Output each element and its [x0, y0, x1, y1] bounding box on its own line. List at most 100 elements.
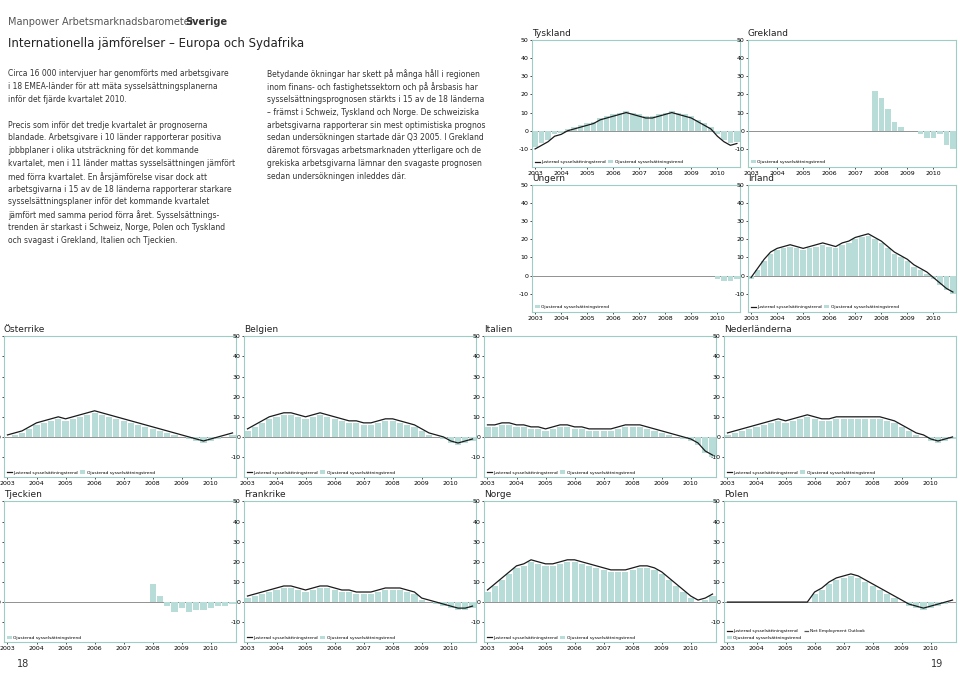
Bar — [855, 578, 861, 602]
Bar — [339, 421, 345, 437]
Bar — [593, 568, 599, 602]
Bar — [259, 594, 265, 602]
Bar — [113, 419, 119, 437]
Bar — [709, 596, 715, 602]
Text: arbetsgivarna rapporterar sin mest optimistiska prognos: arbetsgivarna rapporterar sin mest optim… — [267, 121, 486, 129]
Text: arbetsgivarna i 15 av de 18 länderna rapporterar starkare: arbetsgivarna i 15 av de 18 länderna rap… — [8, 185, 231, 193]
Bar — [324, 417, 330, 437]
Bar — [728, 131, 733, 144]
Text: sedan undersökningen inleddes där.: sedan undersökningen inleddes där. — [267, 172, 406, 181]
Bar — [734, 276, 739, 279]
Bar — [324, 588, 330, 602]
Bar — [557, 427, 564, 437]
Bar — [721, 131, 727, 140]
Bar — [708, 127, 713, 131]
Bar — [673, 586, 680, 602]
Bar — [811, 419, 818, 437]
Bar — [937, 276, 943, 284]
Bar — [433, 602, 440, 604]
Bar — [899, 427, 904, 437]
Text: med förra kvartalet. En årsjämförelse visar dock att: med förra kvartalet. En årsjämförelse vi… — [8, 172, 206, 182]
Bar — [827, 247, 832, 276]
Bar — [252, 596, 258, 602]
Legend: Justerad sysselsättningstrend, Ojusterad sysselsättningstrend: Justerad sysselsättningstrend, Ojusterad… — [726, 470, 876, 475]
Text: Tyskland: Tyskland — [532, 29, 570, 38]
Bar — [550, 429, 556, 437]
Bar — [666, 435, 672, 437]
Bar — [687, 437, 694, 441]
Bar — [927, 602, 934, 608]
Legend: Justerad sysselsättningstrend, Ojusterad sysselsättningstrend: Justerad sysselsättningstrend, Ojusterad… — [246, 470, 396, 475]
Bar — [164, 433, 170, 437]
Bar — [636, 115, 642, 131]
Bar — [944, 131, 949, 146]
Bar — [898, 127, 903, 131]
Bar — [447, 602, 454, 608]
Bar — [469, 602, 475, 608]
Bar — [390, 590, 396, 602]
Bar — [280, 588, 287, 602]
Bar — [121, 421, 127, 437]
Bar — [274, 417, 279, 437]
Bar — [813, 247, 819, 276]
Bar — [790, 421, 796, 437]
Bar — [382, 590, 389, 602]
Bar — [426, 435, 432, 437]
Bar — [833, 248, 838, 276]
Bar — [930, 276, 936, 279]
Text: 18: 18 — [17, 658, 30, 669]
Bar — [776, 421, 781, 437]
Bar — [906, 431, 912, 437]
Text: Belgien: Belgien — [244, 326, 278, 334]
Bar — [520, 427, 527, 437]
Text: Italien: Italien — [484, 326, 513, 334]
Text: inom finans- och fastighetssektorn och på årsbasis har: inom finans- och fastighetssektorn och p… — [267, 82, 478, 92]
Bar — [99, 415, 105, 437]
Text: Precis som inför det tredje kvartalet är prognoserna: Precis som inför det tredje kvartalet är… — [8, 121, 207, 129]
Bar — [310, 417, 316, 437]
Bar — [819, 590, 825, 602]
Bar — [636, 568, 643, 602]
Bar — [542, 431, 548, 437]
Bar — [852, 239, 858, 276]
Bar — [794, 248, 800, 276]
Bar — [911, 266, 917, 276]
Bar — [542, 566, 548, 602]
Legend: Justerad sysselsättningstrend, Ojusterad sysselsättningstrend: Justerad sysselsättningstrend, Ojusterad… — [486, 635, 636, 640]
Bar — [804, 417, 810, 437]
Text: sedan undersökningen startade där Q3 2005. I Grekland: sedan undersökningen startade där Q3 200… — [267, 133, 484, 142]
Bar — [245, 598, 251, 602]
Bar — [382, 421, 389, 437]
Bar — [644, 568, 650, 602]
Text: inför det fjärde kvartalet 2010.: inför det fjärde kvartalet 2010. — [8, 95, 127, 104]
Bar — [714, 276, 720, 279]
Bar — [913, 602, 920, 608]
Bar — [62, 421, 68, 437]
Bar — [368, 594, 374, 602]
Bar — [644, 429, 650, 437]
Bar — [601, 431, 607, 437]
Bar — [811, 594, 818, 602]
Bar — [585, 123, 590, 131]
Bar — [499, 425, 505, 437]
Bar — [564, 427, 570, 437]
Text: Irland: Irland — [748, 174, 774, 183]
Bar — [604, 116, 610, 131]
Bar — [201, 437, 206, 443]
Bar — [666, 580, 672, 602]
Bar — [709, 437, 715, 457]
Bar — [937, 131, 943, 134]
Bar — [782, 423, 788, 437]
Bar — [728, 276, 733, 281]
Text: kvartalet, men i 11 länder mattas sysselsättningen jämfört: kvartalet, men i 11 länder mattas syssel… — [8, 159, 235, 168]
Bar — [412, 427, 418, 437]
Text: Ungern: Ungern — [532, 174, 564, 183]
Bar — [222, 602, 228, 606]
Bar — [820, 245, 826, 276]
Bar — [564, 129, 570, 131]
Bar — [608, 572, 614, 602]
Bar — [331, 590, 338, 602]
Bar — [396, 423, 403, 437]
Bar — [404, 592, 410, 602]
Legend: Justerad sysselsättningstrend, Ojusterad sysselsättningstrend: Justerad sysselsättningstrend, Ojusterad… — [534, 160, 684, 165]
